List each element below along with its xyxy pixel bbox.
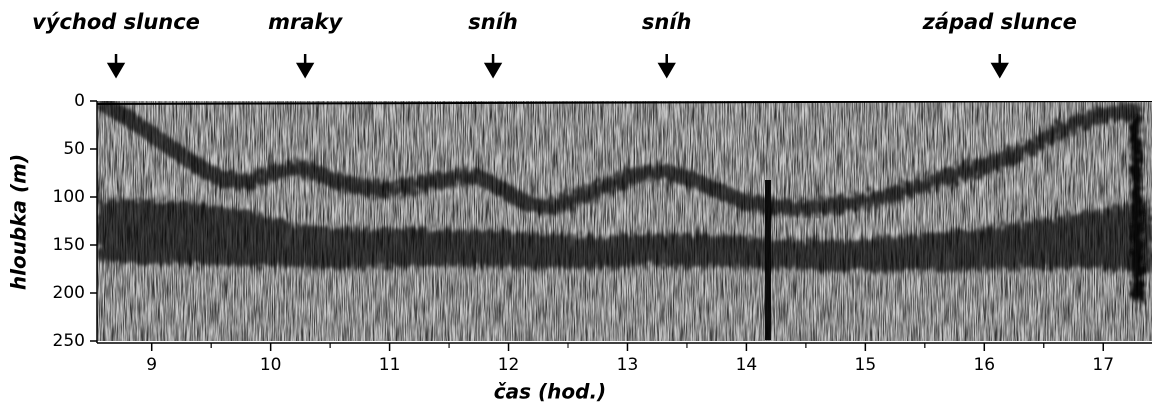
- y-tick-label: 0: [74, 91, 85, 111]
- y-tick-label: 200: [53, 283, 85, 303]
- x-tick-label: 17: [1092, 355, 1114, 375]
- annotation-arrow: [106, 54, 126, 79]
- y-tick-label: 250: [53, 331, 85, 351]
- annotation-label: sníh: [468, 10, 518, 34]
- x-tick-label: 9: [146, 355, 157, 375]
- x-tick-label: 16: [973, 355, 995, 375]
- y-tick-label: 150: [53, 235, 85, 255]
- annotation-arrow: [990, 54, 1009, 79]
- x-tick-label: 10: [260, 355, 282, 375]
- annotation-label: mraky: [268, 10, 343, 34]
- annotation-label: západ slunce: [922, 10, 1077, 34]
- annotation-arrow: [483, 54, 503, 79]
- annotation-label: východ slunce: [32, 10, 200, 34]
- x-tick-label: 11: [379, 355, 401, 375]
- annotation-label: sníh: [642, 10, 692, 34]
- x-tick-label: 15: [855, 355, 877, 375]
- y-tick-label: 100: [53, 187, 85, 207]
- x-tick-label: 12: [498, 355, 520, 375]
- x-tick-label: 13: [617, 355, 639, 375]
- echogram-image: [97, 101, 1152, 341]
- x-tick-label: 14: [736, 355, 758, 375]
- annotation-arrow: [657, 54, 676, 79]
- x-axis-label: čas (hod.): [494, 380, 606, 404]
- y-axis-label: hloubka (m): [7, 154, 31, 290]
- annotation-arrow: [295, 54, 315, 79]
- y-tick-label: 50: [63, 139, 85, 159]
